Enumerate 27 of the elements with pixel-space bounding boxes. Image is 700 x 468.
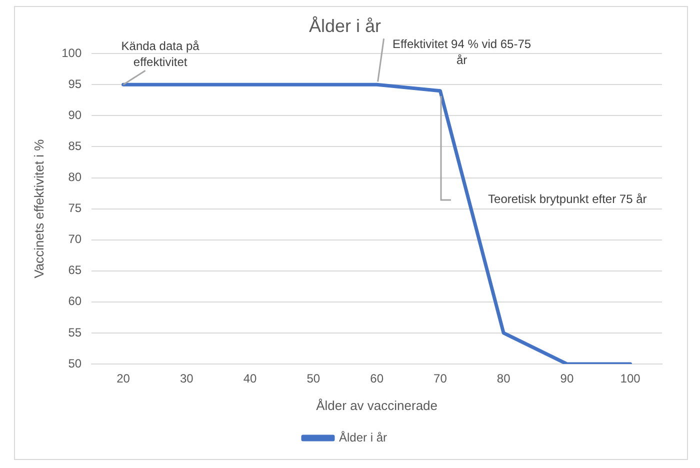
x-tick-label: 50 [306,372,320,386]
x-tick-label: 100 [620,372,641,386]
x-tick-label: 80 [496,372,511,386]
y-tick-label: 95 [68,76,82,91]
x-tick-label: 20 [116,372,130,386]
annotation: Kända data på effektivitet [121,38,200,69]
x-tick-label: 60 [370,372,384,386]
y-tick-label: 50 [68,356,82,370]
y-tick-label: 100 [62,46,82,60]
legend-label: Ålder i år [338,430,388,444]
x-tick-label: 30 [180,372,194,386]
x-axis-title: Ålder av vaccinerade [316,398,438,413]
y-tick-label: 90 [68,108,82,122]
y-tick-label: 70 [68,232,82,246]
y-tick-label: 75 [68,201,82,216]
chart-title: Ålder i år [308,16,382,36]
y-tick-label: 55 [68,325,82,340]
annotation: Effektivitet 94 % vid 65-75 år [392,36,532,67]
y-tick-label: 65 [68,263,82,278]
y-tick-label: 85 [68,139,82,154]
x-tick-label: 40 [243,372,258,386]
annotation: Teoretisk brytpunkt efter 75 år [488,192,647,206]
y-axis-title: Vaccinets effektivitet i % [31,138,46,278]
x-tick-label: 70 [434,372,448,386]
y-tick-label: 80 [68,170,82,184]
x-tick-label: 90 [560,372,574,386]
y-tick-label: 60 [68,294,82,308]
